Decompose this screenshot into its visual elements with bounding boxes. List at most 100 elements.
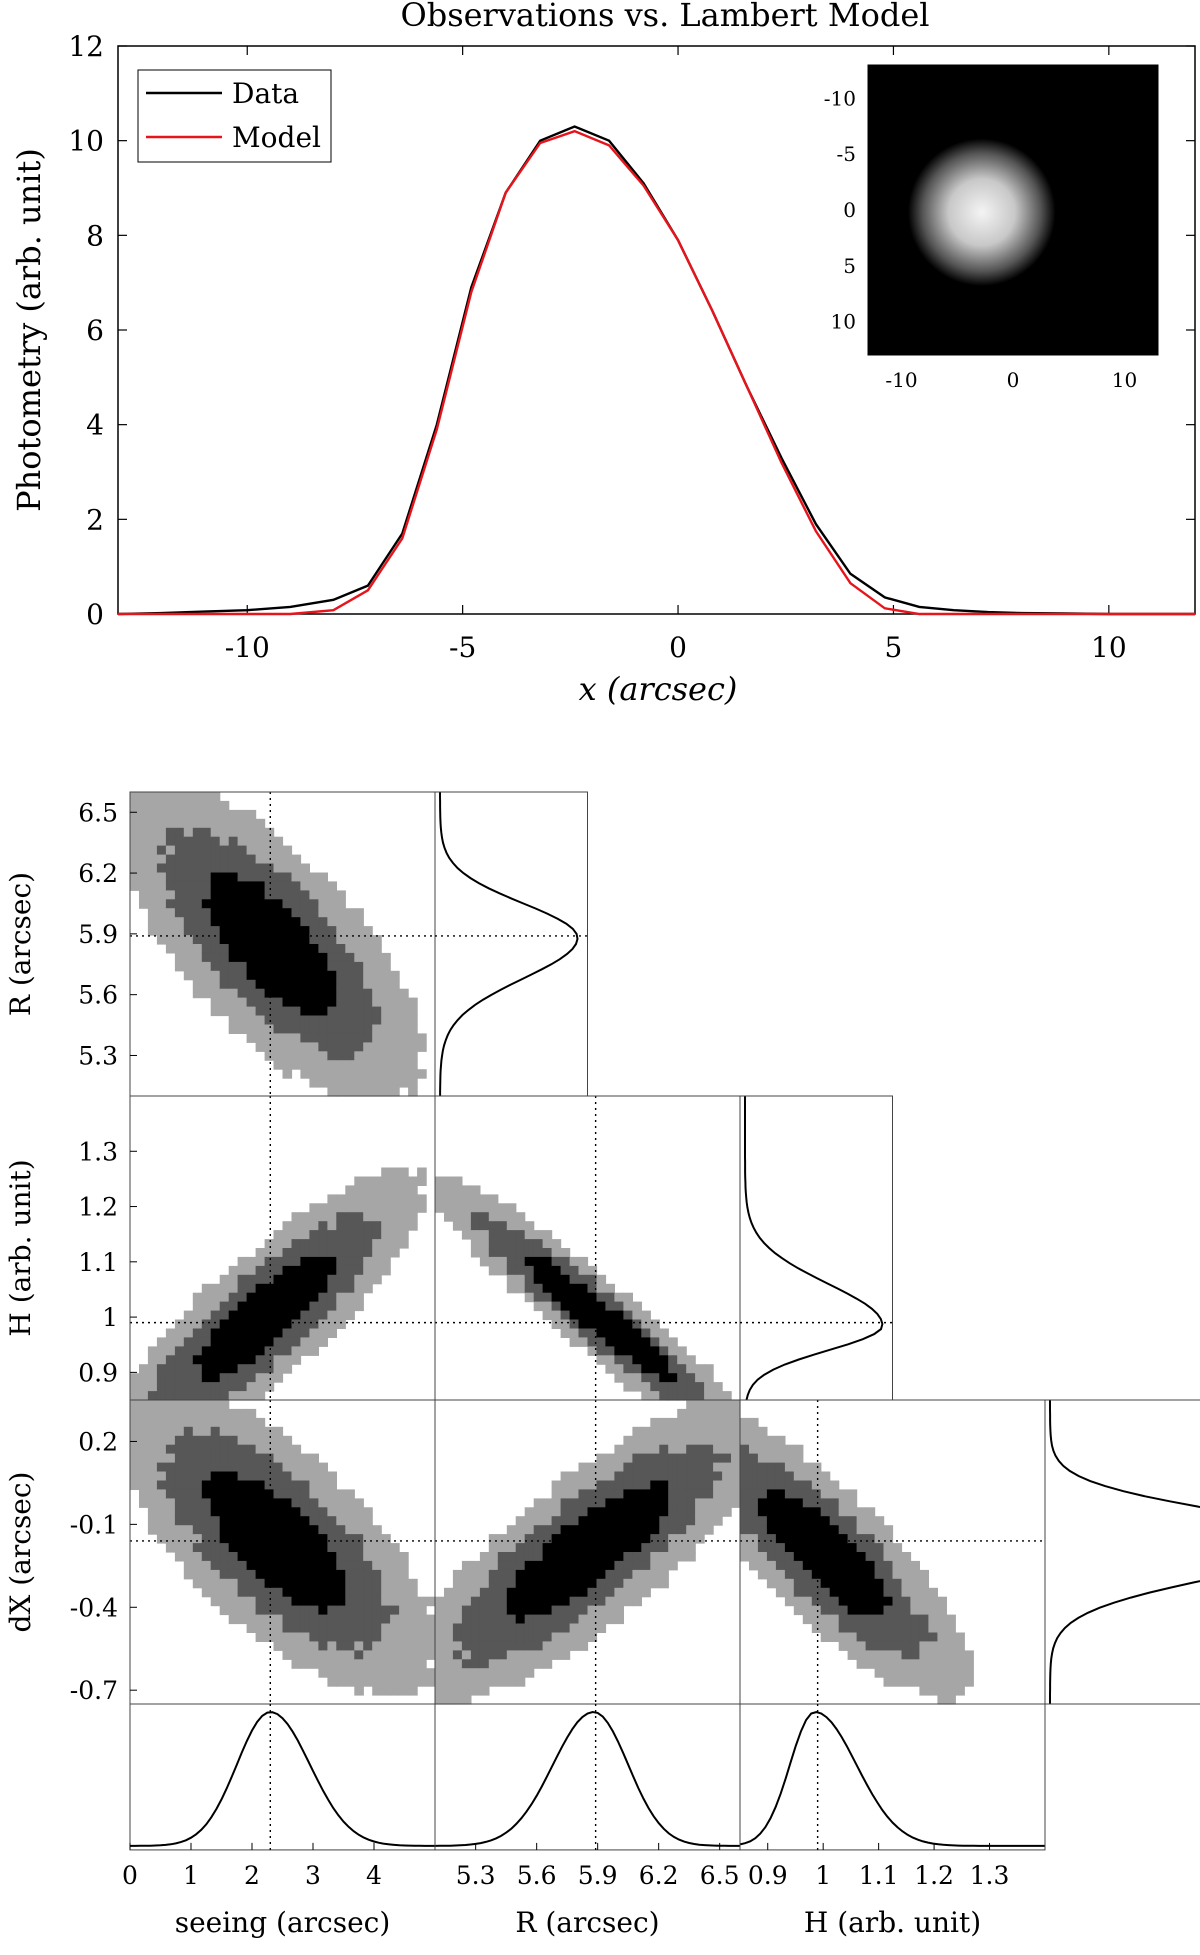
density-cell [201, 944, 212, 954]
density-cell [291, 1239, 302, 1249]
density-cell [201, 908, 212, 918]
density-cell [533, 1659, 544, 1669]
density-cell [632, 1328, 642, 1338]
density-cell [722, 1408, 732, 1419]
density-cell [336, 1569, 346, 1580]
density-cell [892, 1623, 903, 1633]
density-cell [461, 1203, 472, 1213]
density-cell [291, 863, 302, 873]
density-cell [372, 1543, 382, 1553]
density-cell [659, 1435, 669, 1446]
density-cell [300, 1265, 310, 1276]
density-cell [542, 1632, 553, 1642]
density-cell [919, 1587, 929, 1598]
density-cell [130, 1444, 140, 1455]
density-cell [201, 792, 212, 802]
density-cell [578, 1319, 589, 1329]
density-cell [650, 1364, 660, 1374]
density-cell [156, 1507, 167, 1517]
density-cell [354, 1194, 364, 1204]
density-cell [452, 1632, 463, 1642]
density-cell [336, 1051, 346, 1061]
density-cell [201, 1435, 212, 1446]
density-cell [255, 899, 266, 909]
density-cell [605, 1319, 615, 1329]
density-cell [551, 1596, 562, 1607]
y-tick-label: 10 [68, 125, 104, 158]
density-cell [354, 1632, 364, 1642]
density-cell [363, 935, 373, 945]
series-line-model [118, 129, 1195, 616]
density-cell [775, 1435, 786, 1446]
density-cell [524, 1543, 535, 1553]
density-cell [354, 1614, 364, 1625]
density-cell [201, 836, 212, 847]
density-cell [300, 1641, 310, 1651]
density-cell [282, 961, 293, 972]
density-cell [219, 1507, 230, 1517]
density-cell [291, 1060, 302, 1070]
density-cell [704, 1489, 714, 1499]
density-cell [282, 997, 293, 1008]
density-cell [300, 1596, 310, 1607]
density-cell [363, 1516, 373, 1526]
density-cell [345, 1274, 355, 1285]
density-cell [246, 1006, 257, 1017]
density-cell [641, 1435, 651, 1446]
density-cell [345, 1310, 355, 1321]
density-cell [273, 1507, 284, 1517]
density-cell [650, 1391, 660, 1401]
density-cell [165, 881, 176, 891]
density-cell [219, 1444, 230, 1455]
density-cell [668, 1355, 678, 1365]
density-cell [587, 1292, 598, 1303]
density-cell [273, 845, 284, 856]
density-cell [246, 1328, 257, 1338]
density-cell [246, 836, 257, 847]
density-cell [246, 1417, 257, 1428]
density-cell [309, 1230, 319, 1240]
density-cell [354, 1230, 364, 1240]
density-cell [183, 1453, 194, 1464]
density-cell [255, 1507, 266, 1517]
density-cell [147, 872, 158, 882]
density-cell [488, 1265, 499, 1276]
density-cell [829, 1534, 840, 1544]
density-cell [650, 1417, 660, 1428]
density-cell [165, 1417, 176, 1428]
density-cell [309, 1534, 319, 1544]
density-cell [641, 1525, 651, 1535]
density-cell [883, 1552, 894, 1562]
density-cell [874, 1543, 885, 1553]
density-cell [435, 1632, 445, 1642]
density-cell [130, 1373, 140, 1383]
corner-y-tick-label: -0.7 [70, 1676, 118, 1705]
density-cell [883, 1560, 894, 1571]
density-cell [659, 1552, 669, 1562]
density-cell [237, 818, 248, 829]
density-cell [381, 1203, 391, 1213]
density-cell [641, 1453, 651, 1464]
density-cell [300, 1024, 310, 1034]
density-cell [282, 845, 293, 856]
density-cell [488, 1203, 499, 1213]
density-cell [811, 1569, 822, 1580]
density-cell [282, 1248, 293, 1258]
density-cell [488, 1623, 499, 1633]
density-cell [847, 1489, 858, 1499]
density-cell [560, 1256, 571, 1267]
density-cell [524, 1614, 535, 1625]
density-cell [515, 1248, 526, 1258]
density-cell [174, 961, 185, 972]
density-cell [614, 1444, 624, 1455]
density-cell [345, 988, 355, 999]
density-cell [372, 1668, 382, 1678]
density-cell [165, 917, 176, 927]
density-cell [686, 1444, 696, 1455]
density-cell [937, 1605, 947, 1616]
density-cell [614, 1543, 624, 1553]
density-cell [749, 1516, 759, 1526]
density-cell [632, 1498, 642, 1508]
density-cell [677, 1435, 687, 1446]
